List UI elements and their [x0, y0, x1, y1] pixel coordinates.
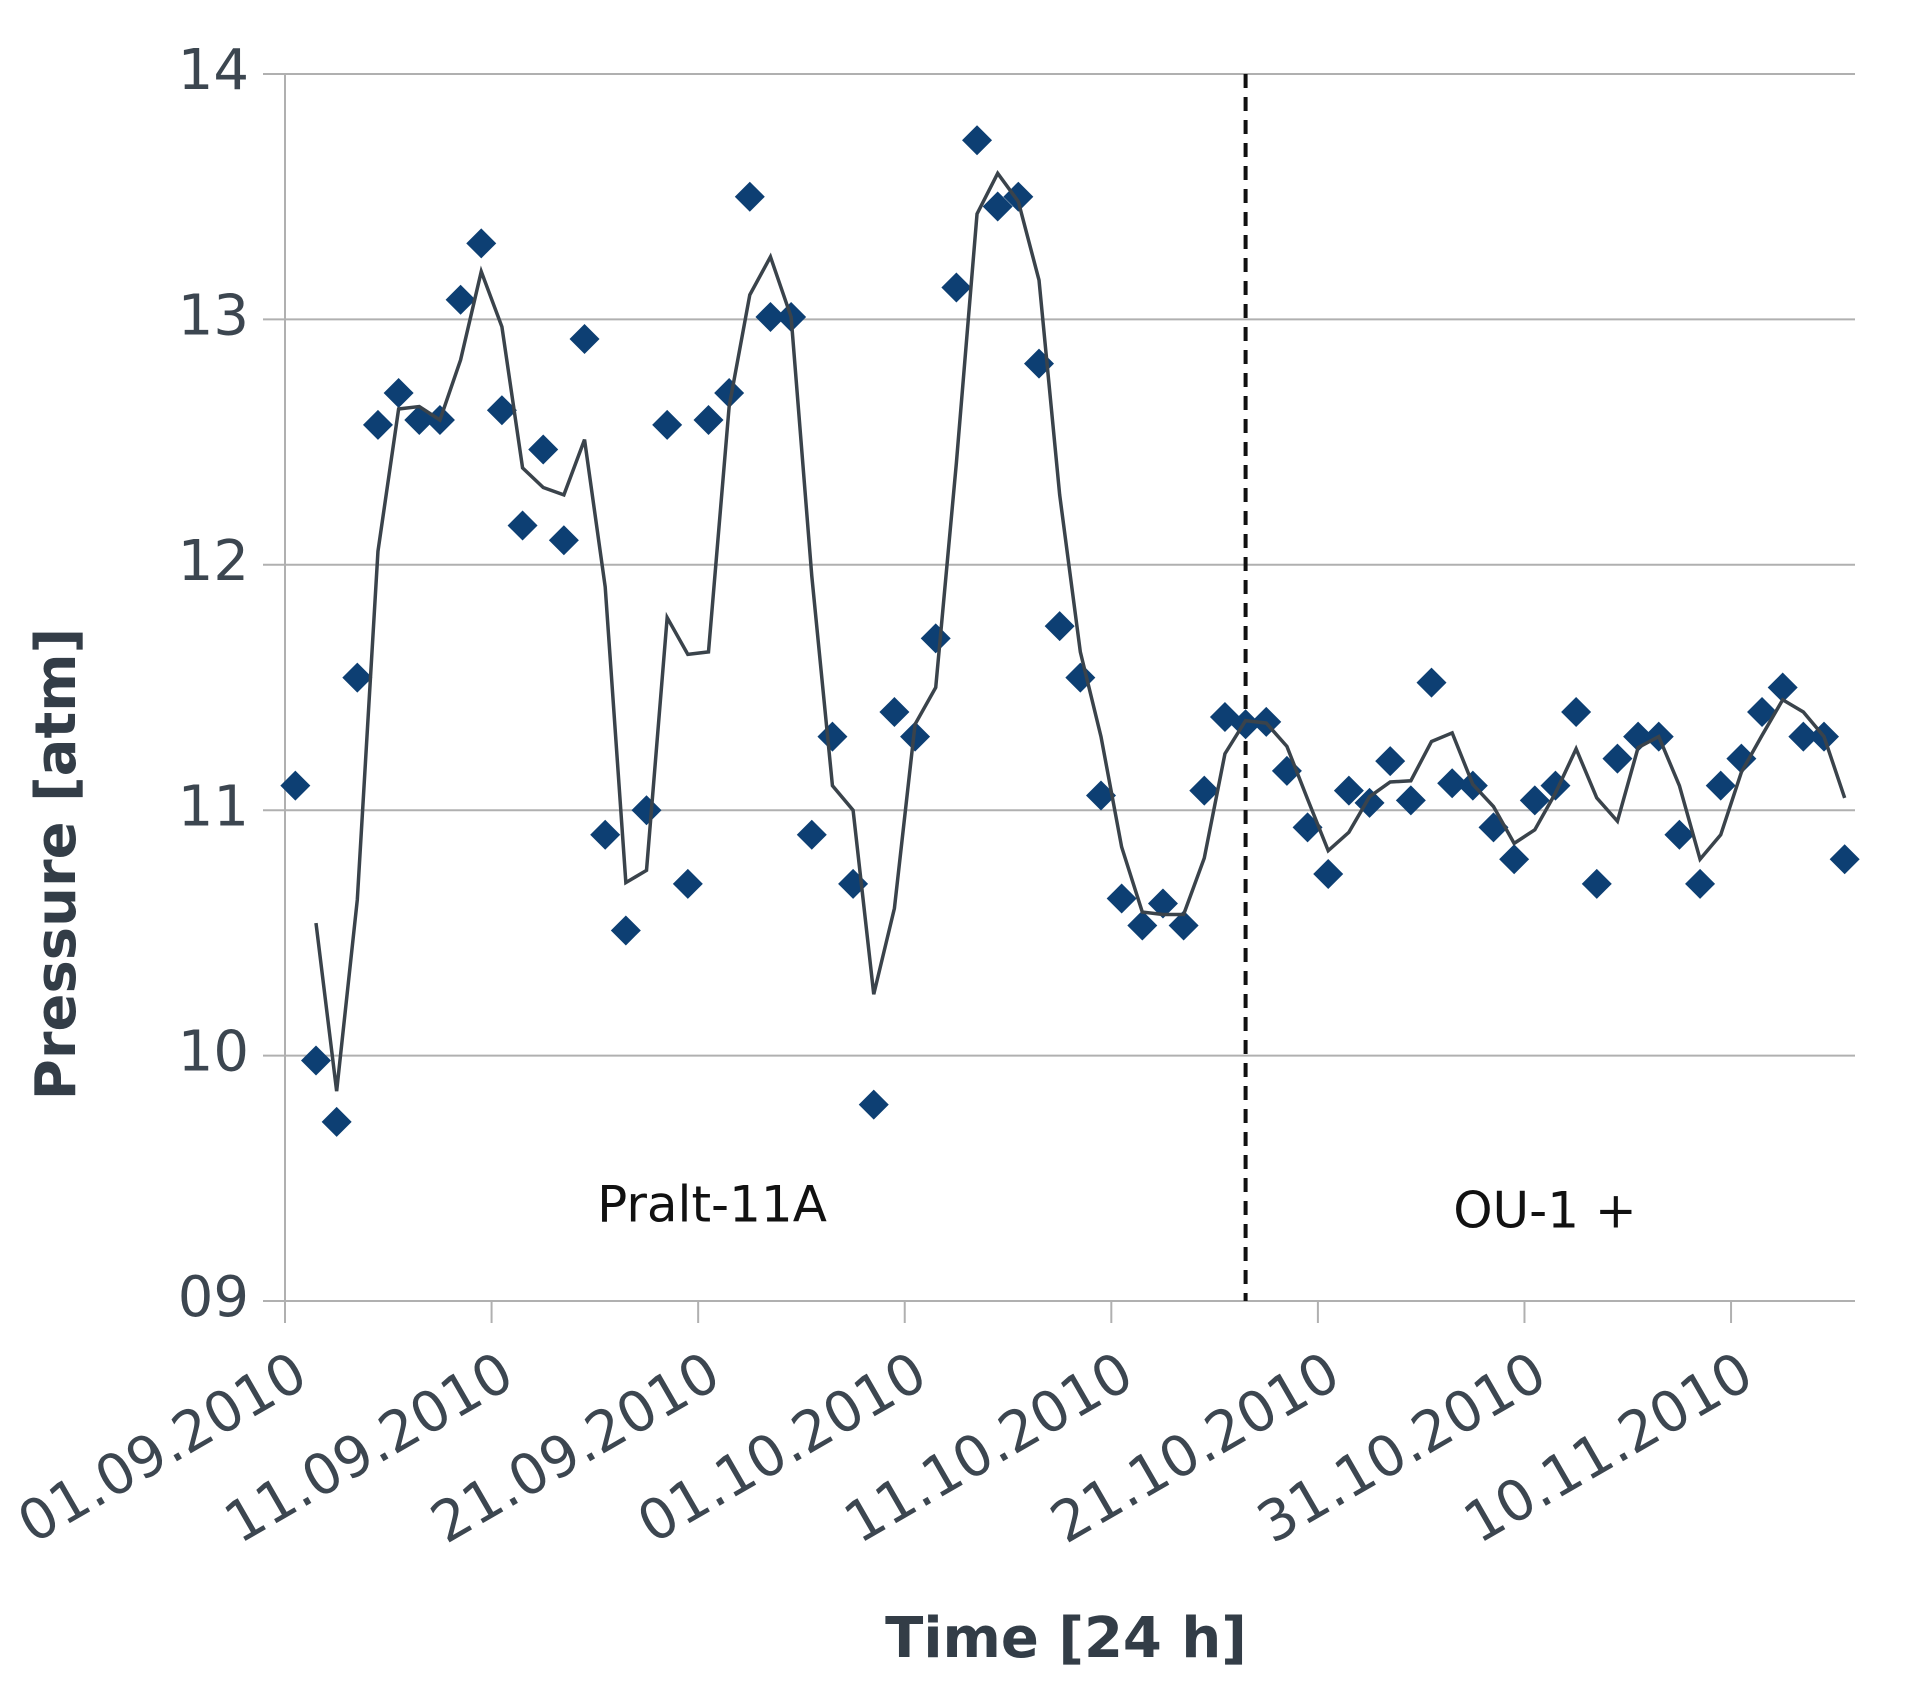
marker	[507, 510, 538, 541]
marker	[1333, 775, 1364, 806]
marker	[1829, 844, 1860, 875]
marker	[445, 284, 476, 315]
marker	[1788, 721, 1819, 752]
marker	[321, 1106, 352, 1137]
y-axis-title: Pressure [atm]	[24, 628, 89, 1100]
marker	[1499, 844, 1530, 875]
marker	[1313, 859, 1344, 890]
x-axis-title: Time [24 h]	[885, 1606, 1247, 1671]
marker	[672, 868, 703, 899]
marker	[342, 662, 373, 693]
marker	[1168, 910, 1199, 941]
marker	[1726, 743, 1757, 774]
marker	[610, 915, 641, 946]
trend-line	[314, 170, 1847, 1092]
marker	[1375, 746, 1406, 777]
marker	[879, 697, 910, 728]
marker	[383, 378, 414, 409]
marker	[982, 191, 1013, 222]
annotation: Pralt-11A	[597, 1176, 827, 1234]
y-tick-label: 14	[178, 38, 249, 103]
marker	[631, 795, 662, 826]
marker	[1085, 780, 1116, 811]
y-tick-label: 10	[178, 1020, 249, 1085]
marker	[693, 405, 724, 436]
marker	[486, 395, 517, 426]
marker	[1437, 768, 1468, 799]
y-tick-label: 09	[178, 1265, 249, 1330]
marker	[1581, 868, 1612, 899]
marker	[858, 1089, 889, 1120]
marker	[300, 1045, 331, 1076]
marker	[1189, 775, 1220, 806]
marker	[1395, 785, 1426, 816]
marker	[590, 819, 621, 850]
marker	[1416, 667, 1447, 698]
marker	[755, 301, 786, 332]
marker	[1561, 697, 1592, 728]
marker	[817, 721, 848, 752]
marker	[962, 125, 993, 156]
marker	[1519, 785, 1550, 816]
y-tick-label: 12	[178, 529, 249, 594]
marker	[920, 623, 951, 654]
marker	[652, 409, 683, 440]
marker	[569, 324, 600, 355]
marker	[714, 378, 745, 409]
marker	[1767, 672, 1798, 703]
marker	[548, 525, 579, 556]
marker	[528, 434, 559, 465]
y-tick-label: 13	[178, 284, 249, 349]
marker	[1602, 743, 1633, 774]
marker	[1664, 819, 1695, 850]
marker	[1685, 868, 1716, 899]
marker	[362, 409, 393, 440]
annotation: OU-1 +	[1453, 1182, 1637, 1240]
marker	[941, 272, 972, 303]
marker	[734, 181, 765, 212]
marker	[1044, 611, 1075, 642]
y-tick-label: 11	[178, 774, 249, 839]
marker	[1147, 888, 1178, 919]
marker	[1747, 697, 1778, 728]
marker	[1705, 770, 1736, 801]
marker	[466, 228, 497, 259]
marker	[1127, 910, 1158, 941]
marker	[796, 819, 827, 850]
marker	[280, 770, 311, 801]
marker	[1106, 883, 1137, 914]
